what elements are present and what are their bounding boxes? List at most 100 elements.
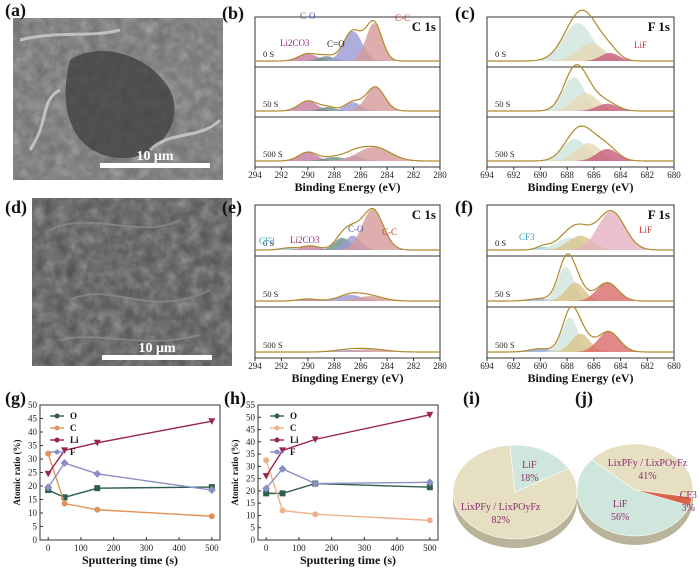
legend-label: F xyxy=(290,447,296,457)
fitted-peak xyxy=(335,209,410,250)
legend-marker xyxy=(274,425,280,431)
series-line-O xyxy=(47,486,212,499)
scalebar-a: 10 μm xyxy=(136,149,173,164)
spectrum-frame xyxy=(486,116,675,168)
x-tick-label: 300 xyxy=(140,543,154,553)
fitted-peak xyxy=(278,245,343,250)
spectrum-frame xyxy=(254,306,441,359)
fitted-peak xyxy=(299,107,356,111)
data-point-C xyxy=(61,500,68,507)
x-axis-title: Sputtering time (s) xyxy=(300,553,396,567)
series-line-Li xyxy=(47,420,212,475)
envelope-curve xyxy=(255,86,440,112)
xps-panel-e: 0 S 50 S 500 S 294 292 290 288 286 284 282 280 Bing… xyxy=(248,204,447,385)
pie-slice-label: LixPFy / LixPOyFz xyxy=(461,502,541,513)
envelope-curve xyxy=(487,125,674,162)
legend-marker xyxy=(274,437,280,443)
data-point-O xyxy=(94,485,101,492)
legend-marker xyxy=(54,413,60,419)
x-tick-label: 300 xyxy=(358,543,372,553)
panel-label-d: (d) xyxy=(5,197,27,218)
envelope-curve xyxy=(487,64,674,112)
legend-label: O xyxy=(290,411,297,421)
envelope-curve xyxy=(487,253,674,302)
chart-title: F 1s xyxy=(648,19,670,34)
data-point-C xyxy=(208,513,215,520)
y-tick-label: 25 xyxy=(246,474,256,484)
legend-marker xyxy=(274,413,280,419)
peak-annotation: CF3 xyxy=(519,232,535,242)
y-tick-label: 40 xyxy=(28,427,38,437)
y-tick-label: 20 xyxy=(246,486,256,496)
x-tick-label: 682 xyxy=(641,361,655,371)
fitted-peak xyxy=(323,296,417,301)
x-tick-label: 294 xyxy=(248,361,262,371)
legend-label: C xyxy=(290,423,297,433)
fitted-peak xyxy=(564,211,658,250)
fitted-peak xyxy=(320,31,386,61)
envelope-curve xyxy=(487,209,674,251)
x-tick-label: 686 xyxy=(587,170,601,180)
y-tick-label: 5 xyxy=(251,523,256,533)
x-tick-label: 286 xyxy=(354,170,368,180)
data-point-O xyxy=(263,490,270,497)
fitted-peak xyxy=(503,298,578,301)
y-tick-label: 35 xyxy=(246,449,256,459)
pie-slice-value: 82% xyxy=(491,515,509,526)
peak-annotation: C=O xyxy=(327,39,345,49)
sem-image-a: 10 μm xyxy=(13,18,223,180)
envelope-curve xyxy=(487,9,674,62)
x-tick-label: 200 xyxy=(107,543,121,553)
panel-label-a: (a) xyxy=(5,0,26,21)
y-tick-label: 0 xyxy=(33,535,38,545)
pie-slice-lif xyxy=(576,459,690,537)
x-tick-label: 292 xyxy=(275,170,289,180)
data-point-O xyxy=(61,494,68,501)
y-tick-label: 10 xyxy=(28,508,38,518)
peak-annotation: CF3 xyxy=(259,236,275,246)
fitted-peak xyxy=(577,53,643,61)
x-tick-label: 0 xyxy=(264,543,269,553)
fitted-peak xyxy=(297,157,372,161)
pie-chart-i: LixPFy / LixPOyFz 82% LiF 18% xyxy=(452,444,578,548)
fitted-peak xyxy=(546,143,631,161)
x-tick-label: 292 xyxy=(275,361,289,371)
x-tick-label: 500 xyxy=(205,543,219,553)
envelope-curve xyxy=(255,347,440,353)
fitted-peak xyxy=(542,282,608,301)
envelope-curve xyxy=(254,207,440,251)
strip-label: 50 S xyxy=(495,99,511,109)
fitted-peak xyxy=(308,294,392,301)
data-point-F xyxy=(207,486,216,495)
fitted-peak xyxy=(538,235,623,250)
panel-label-h: (h) xyxy=(224,388,246,409)
legend-marker xyxy=(274,449,280,455)
pie-slice-label: LiF xyxy=(613,499,628,510)
series-line-C xyxy=(265,460,430,522)
pie-slice-lif xyxy=(509,444,570,493)
data-point-C xyxy=(312,511,319,518)
pie-slice-value: 56% xyxy=(611,512,629,523)
x-tick-label: 692 xyxy=(507,361,521,371)
data-point-O xyxy=(279,490,286,497)
x-tick-label: 684 xyxy=(614,361,628,371)
x-axis-title: Binding Energy (eV) xyxy=(294,180,400,194)
peak-annotation: LiF xyxy=(639,225,652,235)
strip-label: 500 S xyxy=(263,149,283,159)
y-tick-label: 50 xyxy=(28,400,38,410)
data-point-C xyxy=(279,507,286,514)
panel-label-j: (j) xyxy=(575,388,593,409)
legend-marker xyxy=(54,425,60,431)
pie-slice-label: LiF xyxy=(522,460,537,471)
xps-panel-c: 0 S 50 S 500 S 694 692 690 688 686 684 682 680 Bind… xyxy=(480,9,681,194)
data-point-Li xyxy=(61,447,69,454)
y-axis-title: Atomic ratio (%) xyxy=(12,440,22,506)
series-line-F xyxy=(265,467,430,489)
fitted-peak xyxy=(526,23,630,61)
x-tick-label: 690 xyxy=(534,170,548,180)
chart-title: F 1s xyxy=(648,207,670,222)
x-tick-label: 294 xyxy=(248,170,262,180)
envelope-curve xyxy=(487,305,674,353)
series-line-C xyxy=(47,453,212,517)
spectrum-frame xyxy=(254,116,441,168)
